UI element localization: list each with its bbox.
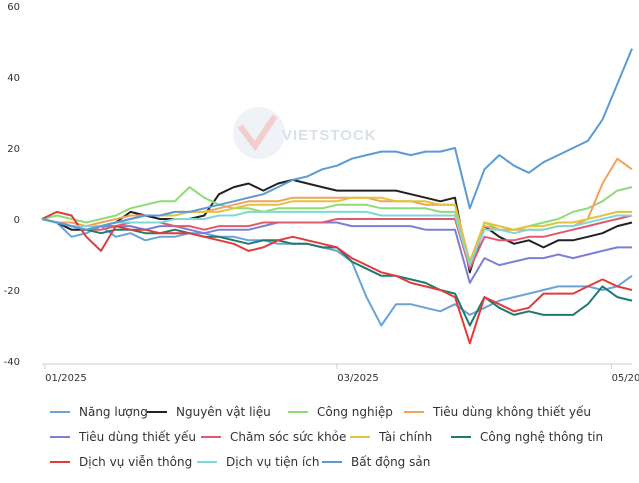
y-tick-label: 40 (7, 73, 20, 84)
legend-swatch (451, 436, 471, 438)
legend-label: Công nghiệp (317, 405, 393, 419)
legend-item[interactable]: Chăm sóc sức khỏe (201, 429, 346, 445)
series-line-7 (41, 218, 633, 327)
y-tick-label: 0 (14, 215, 20, 226)
x-tick-label: 01/2025 (45, 373, 87, 384)
legend-label: Bất động sản (351, 455, 431, 469)
y-tick-label: -40 (4, 357, 20, 368)
y-tick-label: 60 (7, 2, 20, 13)
legend-swatch (322, 461, 342, 463)
legend-swatch (288, 411, 308, 413)
x-axis: 01/2025 03/2025 05/2025 (42, 363, 639, 384)
legend-item[interactable]: Công nghiệp (288, 404, 393, 420)
legend-item[interactable]: Nguyên vật liệu (147, 404, 271, 420)
y-tick-label: -20 (4, 286, 20, 297)
series-line-1 (41, 178, 633, 274)
legend-label: Tiêu dùng thiết yếu (79, 430, 196, 444)
legend-label: Dịch vụ tiện ích (226, 455, 320, 469)
legend-swatch (201, 436, 221, 438)
legend-label: Tiêu dùng không thiết yếu (433, 405, 591, 419)
legend-item[interactable]: Tiêu dùng thiết yếu (50, 429, 196, 445)
x-tick-label: 05/2025 (612, 373, 639, 384)
legend-item[interactable]: Công nghệ thông tin (451, 429, 603, 445)
legend-swatch (50, 411, 70, 413)
legend-label: Tài chính (379, 430, 433, 444)
legend-item[interactable]: Năng lượng (50, 404, 148, 420)
legend-item[interactable]: Dịch vụ tiện ích (197, 454, 320, 470)
series-line-9 (41, 210, 632, 267)
series-line-10 (41, 48, 633, 231)
legend-swatch (50, 436, 70, 438)
series-line-8 (41, 210, 633, 345)
watermark-text: VIETSTOCK (282, 127, 377, 144)
legend-swatch (404, 411, 424, 413)
series-lines (41, 48, 633, 345)
y-axis-tick-labels: -40 -20 0 20 40 60 (4, 2, 20, 368)
x-tick-label: 03/2025 (337, 373, 379, 384)
legend-swatch (147, 411, 167, 413)
series-line-4 (41, 218, 632, 284)
legend-item[interactable]: Bất động sản (322, 454, 430, 470)
legend-label: Dịch vụ viễn thông (79, 455, 193, 469)
legend-label: Nguyên vật liệu (176, 405, 271, 419)
series-line-3 (41, 157, 633, 263)
legend-label: Năng lượng (79, 405, 148, 419)
legend-item[interactable]: Tài chính (350, 429, 432, 445)
legend-label: Công nghệ thông tin (480, 430, 604, 444)
series-line-0 (41, 218, 633, 327)
y-tick-label: 20 (7, 144, 20, 155)
legend-item[interactable]: Tiêu dùng không thiết yếu (404, 404, 591, 420)
legend-swatch (197, 461, 217, 463)
legend-label: Chăm sóc sức khỏe (230, 430, 347, 444)
legend-swatch (350, 436, 370, 438)
legend-swatch (50, 461, 70, 463)
legend: Năng lượng Nguyên vật liệu Công nghiệp Tiêu… (0, 398, 639, 483)
series-line-2 (41, 186, 633, 267)
legend-item[interactable]: Dịch vụ viễn thông (50, 454, 192, 470)
vietstock-watermark: VIETSTOCK (233, 107, 377, 159)
